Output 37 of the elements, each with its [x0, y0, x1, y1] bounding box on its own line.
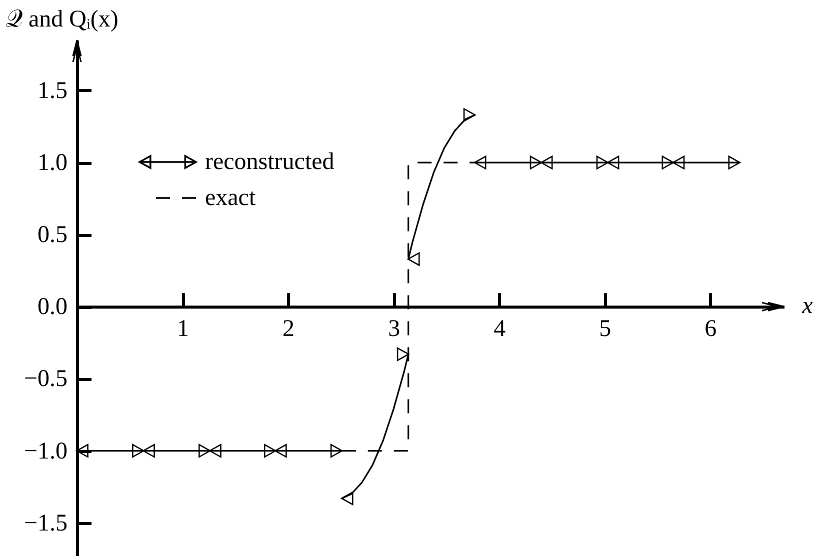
y-tick-label: −1.0: [24, 438, 68, 464]
point: [142, 444, 155, 458]
legend-label: reconstructed: [205, 149, 334, 175]
y-axis-title: 𝒬 and Qᵢ(x): [6, 6, 118, 32]
point: [76, 444, 88, 458]
y-tick-label: 1.5: [38, 78, 68, 104]
point: [606, 156, 620, 170]
point: [209, 444, 222, 458]
point: [396, 347, 410, 361]
point: [728, 156, 741, 170]
point: [330, 444, 343, 458]
point: [274, 444, 287, 458]
point: [474, 156, 486, 170]
x-axis-title: x: [801, 293, 813, 320]
y-tick-label: 0.0: [38, 294, 68, 320]
point: [672, 156, 685, 170]
point: [264, 444, 276, 458]
x-tick-label: 4: [494, 316, 506, 342]
y-tick-label: 0.5: [38, 222, 68, 248]
point: [530, 156, 542, 170]
y-tick-label: −1.5: [24, 510, 68, 536]
legend-label: exact: [205, 185, 256, 211]
point: [407, 252, 420, 266]
x-tick-label: 2: [282, 316, 295, 342]
x-tick-label: 6: [704, 316, 717, 342]
y-tick-label: −0.5: [24, 366, 68, 392]
point: [596, 156, 609, 170]
point: [540, 156, 553, 170]
point: [662, 156, 674, 170]
x-tick-label: 5: [599, 316, 612, 342]
point: [340, 492, 354, 506]
point: [132, 444, 144, 458]
x-tick-label: 1: [177, 316, 190, 342]
x-tick-label: 3: [388, 316, 400, 342]
point: [463, 108, 476, 122]
point: [198, 444, 211, 458]
y-tick-label: 1.0: [38, 150, 68, 176]
